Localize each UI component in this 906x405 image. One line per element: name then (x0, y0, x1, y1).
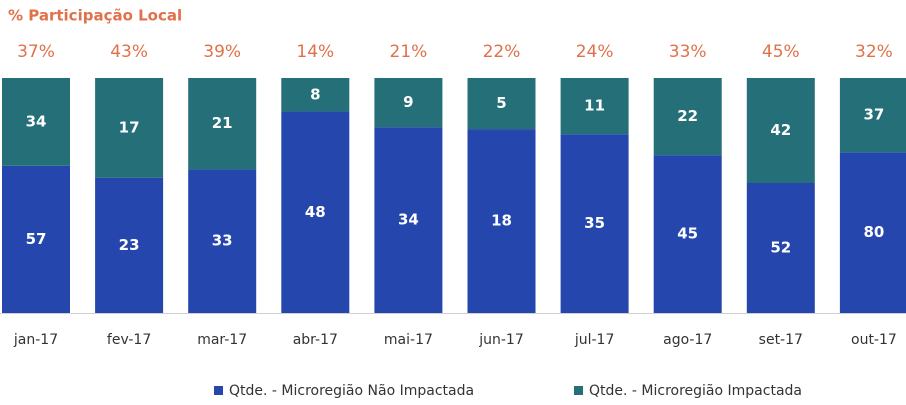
bar-segment (281, 111, 350, 313)
bar-segment (467, 129, 536, 313)
x-tick-label: fev-17 (107, 332, 151, 348)
bar-segment (188, 169, 257, 313)
data-label: 34 (26, 112, 47, 130)
bar-segment (653, 78, 722, 156)
share-label: 22% (483, 42, 521, 62)
share-label: 43% (110, 42, 148, 62)
share-label: 21% (390, 42, 428, 62)
bar-segment (653, 155, 722, 313)
bar-segment (95, 177, 164, 313)
data-label: 37 (863, 106, 884, 124)
data-label: 17 (119, 118, 140, 136)
share-label: 39% (203, 42, 241, 62)
bar-segment (746, 78, 815, 183)
x-tick-label: out-17 (851, 332, 897, 348)
share-label: 33% (669, 42, 707, 62)
data-label: 21 (212, 114, 233, 132)
data-label: 45 (677, 225, 698, 243)
share-label: 45% (762, 42, 800, 62)
share-label: 37% (17, 42, 55, 62)
share-label: 32% (855, 42, 893, 62)
data-label: 42 (770, 121, 791, 139)
bar-segment (560, 134, 629, 313)
x-tick-label: mai-17 (384, 332, 433, 348)
x-tick-label: set-17 (759, 332, 803, 348)
data-label: 34 (398, 211, 419, 229)
bar-segment (95, 78, 164, 178)
legend-label: Qtde. - Microregião Não Impactada (229, 383, 474, 399)
x-tick-label: mar-17 (197, 332, 247, 348)
share-label: 14% (296, 42, 334, 62)
legend-label: Qtde. - Microregião Impactada (589, 383, 802, 399)
data-label: 48 (305, 203, 326, 221)
data-label: 35 (584, 214, 605, 232)
x-tick-label: abr-17 (293, 332, 338, 348)
data-label: 33 (212, 232, 233, 250)
data-label: 5 (496, 94, 506, 112)
data-label: 57 (26, 230, 47, 248)
bar-segment (560, 78, 629, 135)
share-label: 24% (576, 42, 614, 62)
bar-segment (374, 127, 443, 314)
bar-segment (839, 78, 906, 153)
bar-segment (2, 165, 70, 313)
x-tick-label: jun-17 (478, 332, 524, 348)
data-label: 9 (403, 93, 413, 111)
bar-segment (467, 78, 536, 130)
chart-title: % Participação Local (8, 7, 182, 25)
x-tick-label: jan-17 (13, 332, 58, 348)
legend-swatch (574, 386, 583, 395)
data-label: 11 (584, 97, 605, 115)
x-tick-label: ago-17 (663, 332, 712, 348)
legend-swatch (214, 386, 223, 395)
bar-segment (281, 78, 350, 112)
bar-segment (188, 78, 257, 170)
bar-segment (746, 183, 815, 313)
bar-segment (839, 152, 906, 313)
bar-segment (374, 78, 443, 128)
data-label: 8 (310, 85, 320, 103)
data-label: 80 (863, 223, 884, 241)
data-label: 18 (491, 212, 512, 230)
data-label: 22 (677, 107, 698, 125)
x-tick-label: jul-17 (574, 332, 615, 348)
data-label: 23 (119, 236, 140, 254)
bar-segment (2, 78, 70, 166)
data-label: 52 (770, 239, 791, 257)
